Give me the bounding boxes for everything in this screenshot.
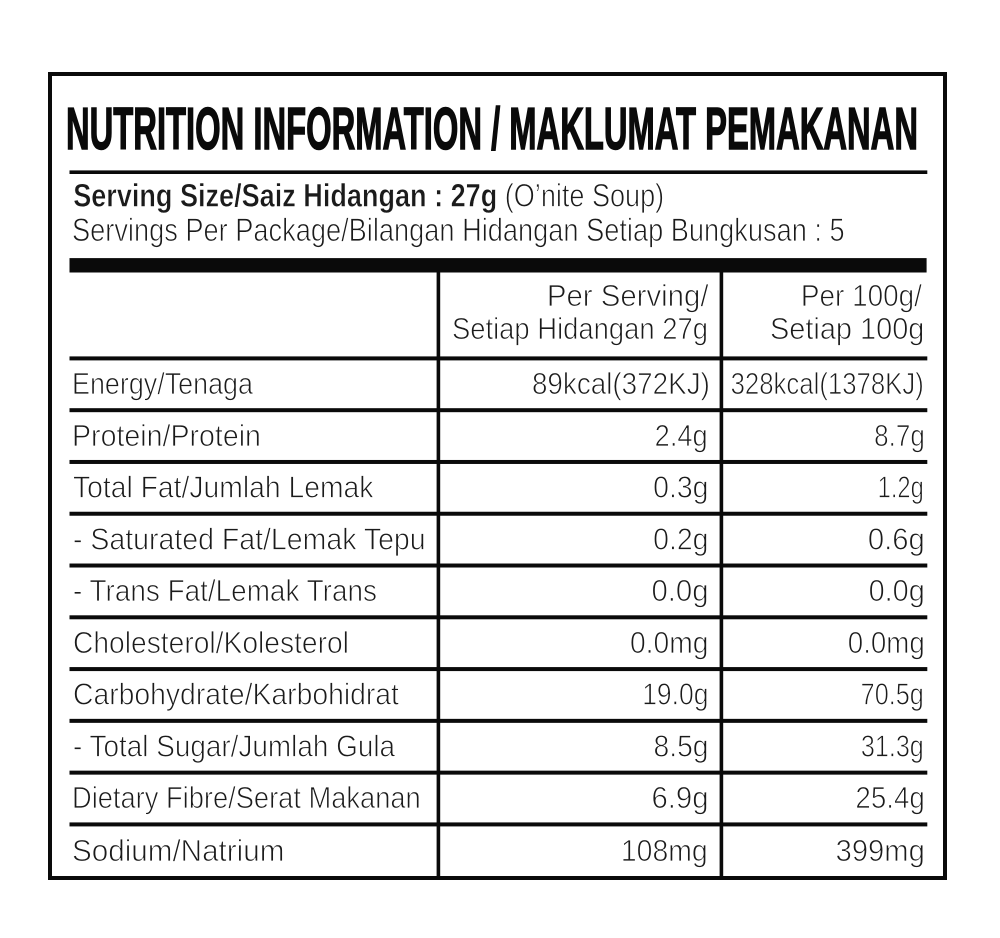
svg-text:399mg: 399mg xyxy=(836,834,925,868)
svg-text:Cholesterol/Kolesterol: Cholesterol/Kolesterol xyxy=(73,626,349,661)
svg-text:19.0g: 19.0g xyxy=(642,678,708,712)
svg-text:Setiap 100g: Setiap 100g xyxy=(770,312,924,346)
svg-text:Setiap Hidangan 27g: Setiap Hidangan 27g xyxy=(452,313,708,347)
svg-text:Protein/Protein: Protein/Protein xyxy=(72,419,261,453)
svg-text:0.3g: 0.3g xyxy=(653,471,708,505)
svg-text:Total Fat/Jumlah Lemak: Total Fat/Jumlah Lemak xyxy=(73,470,374,504)
svg-text:0.0mg: 0.0mg xyxy=(630,626,709,660)
svg-text:1.2g: 1.2g xyxy=(878,470,924,505)
svg-text:- Total Sugar/Jumlah Gula: - Total Sugar/Jumlah Gula xyxy=(73,729,396,764)
svg-text:Sodium/Natrium: Sodium/Natrium xyxy=(72,834,284,868)
svg-text:Servings Per Package/Bilangan: Servings Per Package/Bilangan Hidangan S… xyxy=(72,213,845,249)
svg-text:0.2g: 0.2g xyxy=(653,522,708,556)
svg-text:89kcal(372KJ): 89kcal(372KJ) xyxy=(532,367,710,402)
svg-text:Serving Size/Saiz Hidangan : 2: Serving Size/Saiz Hidangan : 27g (O’nite… xyxy=(73,179,664,215)
svg-text:Per 100g/: Per 100g/ xyxy=(801,279,923,314)
svg-text:- Trans Fat/Lemak Trans: - Trans Fat/Lemak Trans xyxy=(73,574,377,609)
svg-text:108mg: 108mg xyxy=(621,834,708,868)
svg-text:328kcal(1378KJ): 328kcal(1378KJ) xyxy=(731,367,924,402)
svg-text:0.6g: 0.6g xyxy=(868,523,925,557)
svg-text:NUTRITION INFORMATION / MAKLUM: NUTRITION INFORMATION / MAKLUMAT PEMAKAN… xyxy=(66,97,918,163)
svg-text:0.0mg: 0.0mg xyxy=(848,625,925,660)
svg-text:8.5g: 8.5g xyxy=(654,729,709,763)
svg-text:Carbohydrate/Karbohidrat: Carbohydrate/Karbohidrat xyxy=(73,678,400,712)
svg-text:0.0g: 0.0g xyxy=(869,574,925,608)
svg-text:Per Serving/: Per Serving/ xyxy=(547,280,709,314)
svg-text:70.5g: 70.5g xyxy=(861,676,924,711)
svg-text:25.4g: 25.4g xyxy=(855,781,924,816)
svg-text:0.0g: 0.0g xyxy=(651,574,708,608)
svg-text:8.7g: 8.7g xyxy=(874,419,925,454)
svg-text:Energy/Tenaga: Energy/Tenaga xyxy=(72,367,254,401)
svg-text:6.9g: 6.9g xyxy=(651,781,708,815)
svg-text:- Saturated Fat/Lemak Tepu: - Saturated Fat/Lemak Tepu xyxy=(73,522,426,556)
svg-text:2.4g: 2.4g xyxy=(655,419,708,453)
svg-text:31.3g: 31.3g xyxy=(861,728,924,763)
svg-text:Dietary Fibre/Serat Makanan: Dietary Fibre/Serat Makanan xyxy=(72,782,421,816)
